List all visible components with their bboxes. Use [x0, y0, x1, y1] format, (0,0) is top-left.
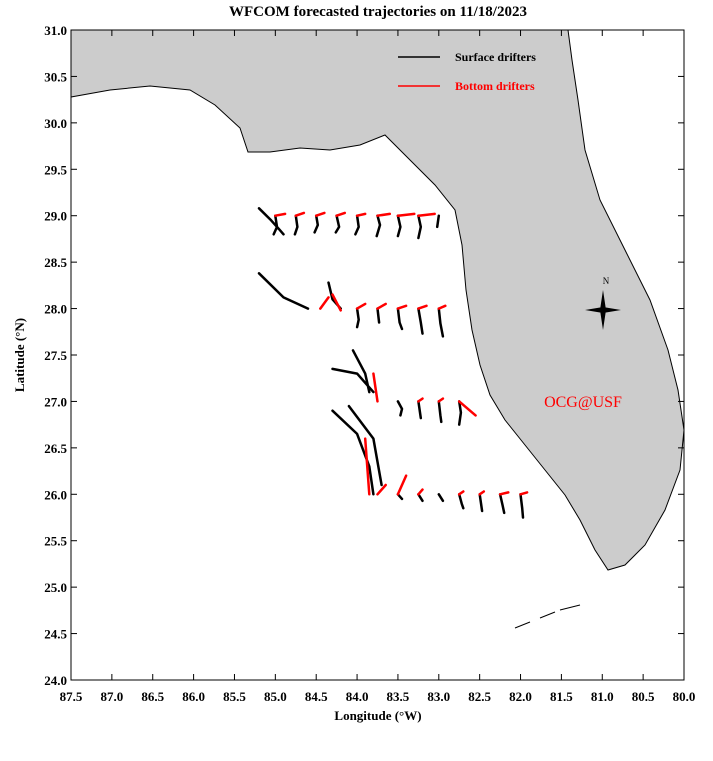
keys: [514, 604, 581, 629]
y-tick-label: 29.5: [44, 162, 67, 177]
x-tick-label: 81.5: [550, 689, 573, 704]
y-tick-label: 31.0: [44, 23, 67, 38]
x-tick-label: 85.0: [264, 689, 287, 704]
y-tick-label: 24.0: [44, 673, 67, 688]
y-tick-label: 24.5: [44, 627, 67, 642]
trajectory: [274, 211, 529, 496]
y-tick-label: 25.5: [44, 534, 67, 549]
x-tick-label: 83.0: [427, 689, 450, 704]
x-tick-label: 81.0: [591, 689, 614, 704]
x-tick-label: 87.5: [60, 689, 83, 704]
y-tick-label: 26.0: [44, 487, 67, 502]
annotation: OCG@USF: [544, 394, 622, 411]
y-tick-label: 30.5: [44, 69, 67, 84]
x-tick-label: 86.5: [141, 689, 164, 704]
x-tick-label: 86.0: [182, 689, 205, 704]
x-tick-label: 84.0: [346, 689, 369, 704]
x-tick-label: 80.0: [673, 689, 696, 704]
y-tick-label: 27.0: [44, 394, 67, 409]
chart-title: WFCOM forecasted trajectories on 11/18/2…: [229, 4, 527, 20]
x-tick-label: 82.0: [509, 689, 532, 704]
x-tick-label: 85.5: [223, 689, 246, 704]
compass: N: [585, 276, 621, 330]
y-axis-label: Latitude (°N): [12, 318, 27, 392]
y-tick-label: 26.5: [44, 441, 67, 456]
y-tick-label: 30.0: [44, 116, 67, 131]
x-tick-label: 87.0: [100, 689, 123, 704]
x-tick-label: 84.5: [305, 689, 328, 704]
trajectory: [257, 207, 525, 519]
x-tick-label: 80.5: [632, 689, 655, 704]
land: [70, 29, 685, 571]
x-tick-label: 82.5: [468, 689, 491, 704]
x-tick-label: 83.5: [387, 689, 410, 704]
y-tick-label: 28.0: [44, 302, 67, 317]
y-tick-label: 28.5: [44, 255, 67, 270]
legend-label: Surface drifters: [455, 50, 536, 64]
y-tick-label: 27.5: [44, 348, 67, 363]
legend-label: Bottom drifters: [455, 79, 535, 93]
compass-rose: [585, 290, 621, 330]
x-axis-label: Longitude (°W): [334, 708, 421, 723]
y-tick-label: 25.0: [44, 580, 67, 595]
y-tick-label: 29.0: [44, 209, 67, 224]
compass-label: N: [603, 276, 610, 286]
